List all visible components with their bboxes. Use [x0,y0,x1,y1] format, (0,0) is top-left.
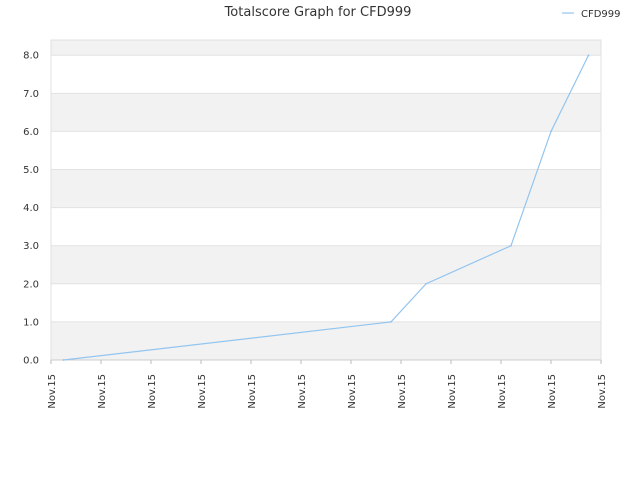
y-tick-label: 6.0 [23,127,39,138]
grid-lines [51,54,601,361]
y-tick-label: 4.0 [23,203,39,214]
grid-band [51,321,601,360]
legend: CFD999 [562,9,621,20]
data-point [550,130,552,133]
grid-bands [51,40,601,360]
y-tick-label: 3.0 [23,241,39,252]
y-tick-label: 0.0 [23,356,39,367]
x-tick-label: Nov.15 [547,374,558,409]
y-tick-label: 7.0 [23,89,39,100]
axes [50,39,602,364]
x-tick-label: Nov.15 [597,374,608,409]
series-layer [62,54,590,361]
y-tick-label: 5.0 [23,165,39,176]
x-tick-label: Nov.15 [497,374,508,409]
grid-band [51,169,601,208]
grid-band [51,283,601,322]
data-point [62,359,65,361]
y-tick-label: 1.0 [23,317,39,328]
grid-band [51,55,601,94]
data-point [425,282,427,285]
data-point [510,244,512,247]
x-tick-label: Nov.15 [447,374,458,409]
grid-band [51,131,601,170]
data-point [390,321,392,323]
legend-label: CFD999 [581,9,621,20]
grid-band [51,40,601,56]
y-tick-labels: 0.0 1.0 2.0 3.0 4.0 5.0 6.0 7.0 8.0 [23,51,39,367]
grid-band [51,93,601,132]
x-tick-label: Nov.15 [347,374,358,409]
x-tick-label: Nov.15 [147,374,158,409]
x-tick-labels: Nov.15 Nov.15 Nov.15 Nov.15 Nov.15 Nov.15 Nov.… [47,374,608,409]
x-tick-label: Nov.15 [247,374,258,409]
chart-title: Totalscore Graph for CFD999 [224,5,412,20]
x-tick-label: Nov.15 [97,374,108,409]
data-point [587,54,590,57]
x-tick-label: Nov.15 [47,374,58,409]
series-line [63,54,590,361]
y-tick-label: 2.0 [23,279,39,290]
y-tick-label: 8.0 [23,51,39,62]
grid-band [51,245,601,284]
x-tick-label: Nov.15 [297,374,308,409]
x-tick-label: Nov.15 [197,374,208,409]
x-tick-label: Nov.15 [397,374,408,409]
grid-band [51,207,601,246]
